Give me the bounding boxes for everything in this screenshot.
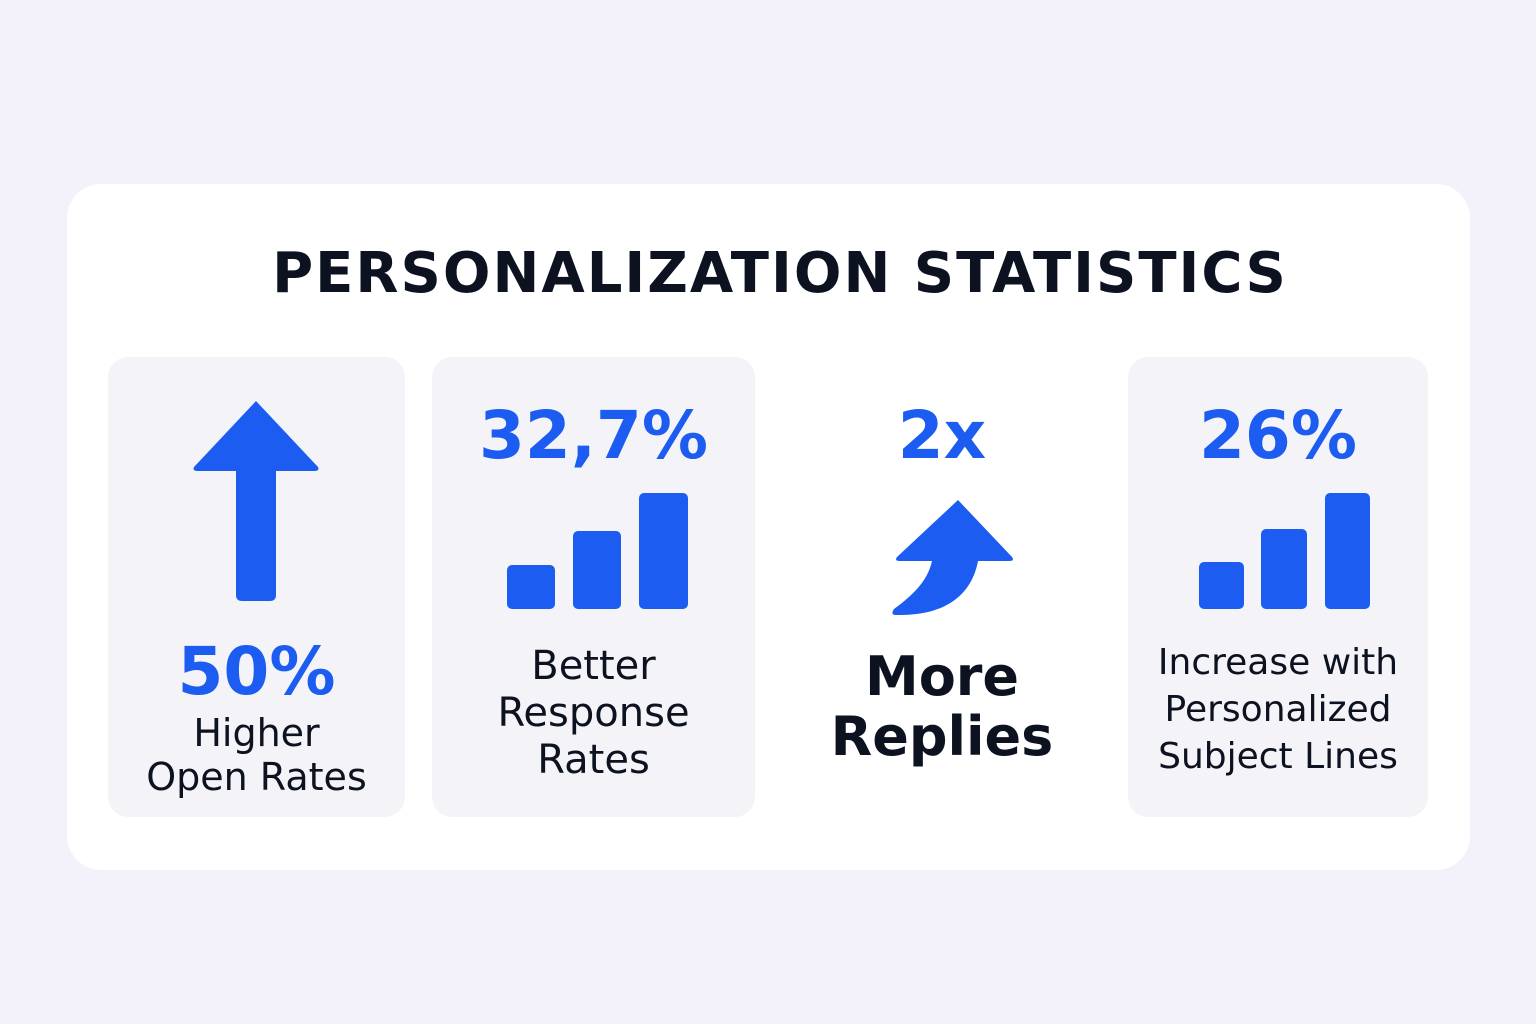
bar bbox=[1261, 529, 1307, 609]
stat-panel-response-rates: 32,7% Better Response Rates bbox=[432, 357, 755, 817]
stat-label-line: Personalized bbox=[1164, 689, 1392, 730]
stat-label-line: Higher bbox=[193, 711, 320, 755]
page-title: PERSONALIZATION STATISTICS bbox=[272, 241, 1288, 306]
stat-label-line: Open Rates bbox=[146, 755, 367, 799]
stat-label-line: Subject Lines bbox=[1158, 736, 1398, 777]
stat-label-line: Better bbox=[531, 643, 656, 689]
bar bbox=[1325, 493, 1370, 609]
bar bbox=[507, 565, 555, 609]
arrow-up-icon bbox=[193, 401, 319, 601]
stat-label: Better Response Rates bbox=[432, 643, 755, 784]
stat-label-line: Response bbox=[497, 690, 690, 736]
stat-panel-replies: 2x More Replies bbox=[782, 357, 1102, 817]
stat-value: 2x bbox=[897, 397, 987, 474]
stat-label: Increase with Personalized Subject Lines bbox=[1128, 639, 1428, 780]
stat-value: 50% bbox=[177, 633, 336, 710]
stat-value: 26% bbox=[1199, 397, 1357, 474]
stat-value: 32,7% bbox=[479, 397, 708, 474]
bar bbox=[573, 531, 621, 609]
bar-chart-icon bbox=[1199, 493, 1370, 609]
bar bbox=[1199, 562, 1244, 609]
curved-arrow-up-icon bbox=[892, 500, 1013, 615]
stat-label-line: Increase with bbox=[1157, 642, 1399, 683]
stat-label-line: More bbox=[864, 645, 1020, 708]
stat-label: More Replies bbox=[782, 647, 1102, 767]
bar bbox=[639, 493, 688, 609]
stat-label-line: Rates bbox=[537, 737, 650, 783]
stat-label: Higher Open Rates bbox=[108, 711, 405, 799]
stat-label-line: Replies bbox=[830, 705, 1054, 768]
stat-panel-subject-lines: 26% Increase with Personalized Subject L… bbox=[1128, 357, 1428, 817]
stat-panel-open-rates: 50% Higher Open Rates bbox=[108, 357, 405, 817]
bar-chart-icon bbox=[507, 493, 688, 609]
